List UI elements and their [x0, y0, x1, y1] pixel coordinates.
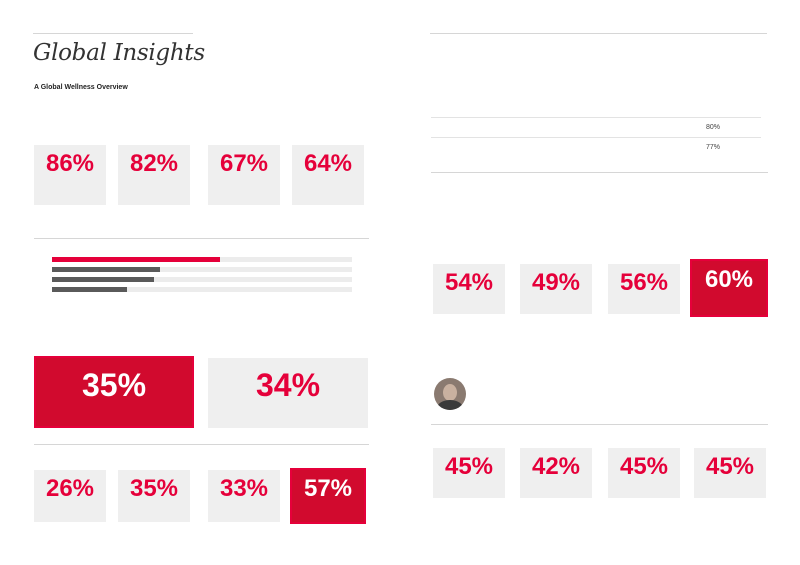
top-rule: [430, 33, 767, 34]
generation-card: 26%: [34, 470, 106, 522]
stat-value: 60%: [704, 266, 754, 293]
bar-row: [34, 276, 370, 283]
stat-value: 45%: [444, 453, 494, 480]
table-header: [431, 103, 761, 117]
intro-heading: A Global Wellness Overview: [34, 84, 128, 91]
bar-fill: [52, 277, 154, 282]
data-table: 80% 77%: [431, 103, 761, 157]
stat-card: 45%: [608, 448, 680, 498]
bar-track: [52, 277, 352, 282]
table-cell: 80%: [706, 124, 721, 131]
stat-card: 42%: [520, 448, 592, 498]
bar-fill: [52, 257, 220, 262]
table-cell: 77%: [706, 144, 721, 151]
stat-value: 45%: [705, 453, 755, 480]
stat-card: 54%: [433, 264, 505, 314]
stat-value: 54%: [444, 269, 494, 296]
generation-card: 35%: [118, 470, 190, 522]
stat-card: 86%: [34, 145, 106, 205]
stat-value: 82%: [129, 150, 179, 177]
divider: [34, 444, 369, 445]
page-title: Global Insights: [33, 40, 205, 66]
stat-card: 45%: [694, 448, 766, 498]
bar-track: [52, 287, 352, 292]
avatar-body: [437, 400, 463, 410]
stat-card: 64%: [292, 145, 364, 205]
stat-card: 82%: [118, 145, 190, 205]
compare-card: 35%: [34, 356, 194, 428]
table-row: 77%: [431, 137, 761, 157]
stat-card: 56%: [608, 264, 680, 314]
avatar: [434, 378, 466, 410]
stat-value: 64%: [303, 150, 353, 177]
bar-fill: [52, 287, 127, 292]
generation-card: 57%: [290, 468, 366, 524]
compare-card: 34%: [208, 358, 368, 428]
bar-track: [52, 267, 352, 272]
bar-track: [52, 257, 352, 262]
generation-value: 33%: [219, 475, 269, 502]
avatar-face: [443, 384, 457, 401]
stat-value: 45%: [619, 453, 669, 480]
bar-row: [34, 256, 370, 263]
left-page: Global Insights A Global Wellness Overvi…: [33, 33, 370, 524]
stat-card: 45%: [433, 448, 505, 498]
divider: [34, 238, 369, 239]
generation-value: 57%: [303, 475, 353, 502]
stat-value: 49%: [531, 269, 581, 296]
stat-value: 56%: [619, 269, 669, 296]
stat-value: 42%: [531, 453, 581, 480]
bar-fill: [52, 267, 160, 272]
divider: [431, 172, 768, 173]
divider: [431, 424, 768, 425]
generation-card: 33%: [208, 470, 280, 522]
stat-card: 60%: [690, 259, 768, 317]
bar-row: [34, 286, 370, 293]
stat-card: 67%: [208, 145, 280, 205]
stat-card: 49%: [520, 264, 592, 314]
generation-value: 26%: [45, 475, 95, 502]
compare-value: 34%: [255, 367, 321, 403]
stat-value: 67%: [219, 150, 269, 177]
bar-row: [34, 266, 370, 273]
stat-value: 86%: [45, 150, 95, 177]
compare-value: 35%: [81, 367, 147, 403]
generation-value: 35%: [129, 475, 179, 502]
top-rule: [33, 33, 193, 34]
table-row: 80%: [431, 117, 761, 137]
